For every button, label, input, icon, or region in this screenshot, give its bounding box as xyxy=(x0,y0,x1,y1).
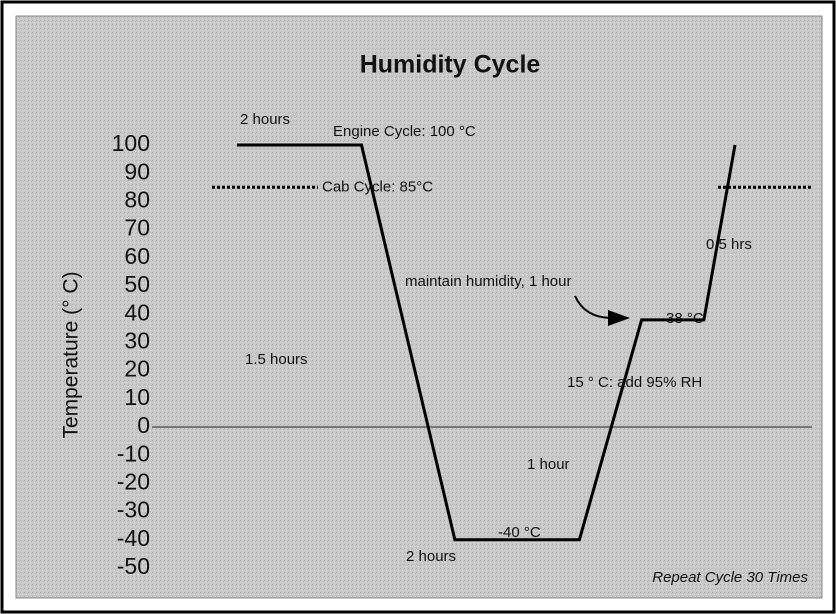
arrow xyxy=(574,295,613,319)
y-tick-label: 80 xyxy=(124,186,150,212)
y-tick-label: 20 xyxy=(124,356,150,382)
y-tick-label: -10 xyxy=(117,440,150,466)
y-tick-label: 50 xyxy=(124,271,150,297)
y-tick-label: 60 xyxy=(124,243,150,269)
annotation: 2 hours xyxy=(406,548,456,565)
y-tick-label: -50 xyxy=(117,553,150,579)
panel xyxy=(15,15,823,599)
y-axis-label: Temperature (° C) xyxy=(60,271,83,438)
annotation: 1.5 hours xyxy=(245,351,308,368)
y-tick-label: 30 xyxy=(124,327,150,353)
annotation: 2 hours xyxy=(240,111,290,128)
annotation: -40 °C xyxy=(498,524,541,541)
annotation: 0.5 hrs xyxy=(706,236,752,253)
annotation: 1 hour xyxy=(527,456,570,473)
chart-title: Humidity Cycle xyxy=(360,51,541,79)
annotation: 15 ° C: add 95% RH xyxy=(567,374,702,391)
y-tick-label: 90 xyxy=(124,158,150,184)
y-tick-label: 70 xyxy=(124,215,150,241)
annotation: 38 °C xyxy=(666,310,704,327)
y-tick-label: 100 xyxy=(112,130,150,156)
reference-label: Cab Cycle: 85°C xyxy=(322,178,433,195)
annotation: Engine Cycle: 100 °C xyxy=(333,123,476,140)
y-tick-label: -30 xyxy=(117,497,150,523)
series-line xyxy=(237,143,737,542)
annotation: maintain humidity, 1 hour xyxy=(405,273,571,290)
arrow-head xyxy=(608,310,630,326)
y-tick-label: 40 xyxy=(124,299,150,325)
annotation: Repeat Cycle 30 Times xyxy=(652,569,808,586)
y-tick-label: 0 xyxy=(137,412,150,438)
y-tick-label: 10 xyxy=(124,384,150,410)
y-tick-label: -20 xyxy=(117,468,150,494)
y-tick-label: -40 xyxy=(117,525,150,551)
